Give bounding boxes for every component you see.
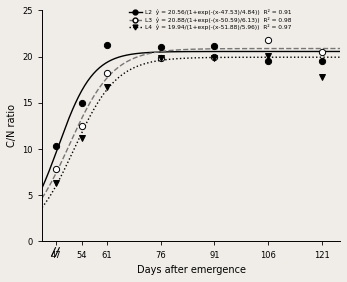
X-axis label: Days after emergence: Days after emergence (136, 265, 246, 275)
Y-axis label: C/N ratio: C/N ratio (7, 104, 17, 147)
Legend: L2  ŷ = 20.56/(1+exp(-(x-47.53)/4.84))  R² = 0.91, L3  ŷ = 20.88/(1+exp(-(x-50.5: L2 ŷ = 20.56/(1+exp(-(x-47.53)/4.84)) R²… (128, 9, 292, 31)
